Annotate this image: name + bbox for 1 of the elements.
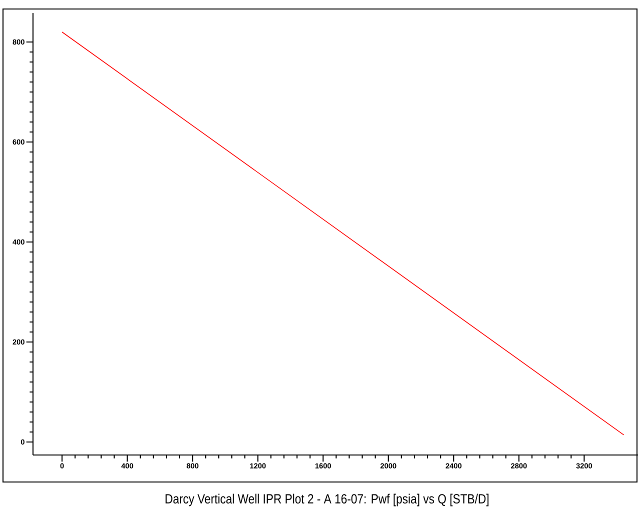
- text: Darcy Vertical Well IPR Plot 2 - A 16-07: Pwf [psia] vs Q [STB/D]: [166, 494, 488, 506]
